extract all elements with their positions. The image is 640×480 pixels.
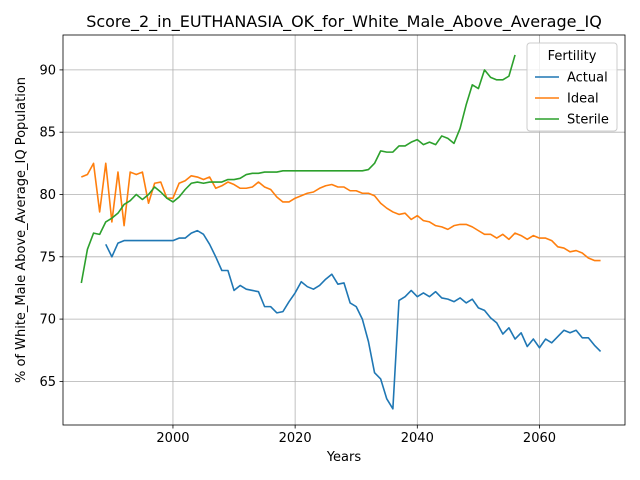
legend-label-ideal: Ideal <box>567 92 599 107</box>
legend: Fertility Actual Ideal Sterile <box>526 42 618 132</box>
axis-ticks: 2000 2020 2040 2060 65 70 75 80 85 90 <box>39 63 556 446</box>
x-axis-label: Years <box>326 450 362 465</box>
y-tick-label: 70 <box>39 313 56 328</box>
x-tick-label: 2060 <box>523 431 556 446</box>
y-axis-label: % of White_Male Above_Average_IQ Populat… <box>14 77 29 383</box>
plot-area-frame <box>62 34 626 426</box>
x-tick-label: 2040 <box>401 431 434 446</box>
y-tick-label: 85 <box>39 126 56 141</box>
legend-label-sterile: Sterile <box>567 113 609 128</box>
y-tick-label: 75 <box>39 250 56 265</box>
series-line-sterile <box>80 54 516 284</box>
x-tick-label: 2020 <box>279 431 312 446</box>
y-tick-label: 80 <box>39 188 56 203</box>
series-lines <box>80 54 602 410</box>
legend-box <box>526 42 618 132</box>
y-tick-label: 90 <box>39 63 56 78</box>
x-tick-label: 2000 <box>156 431 189 446</box>
y-tick-label: 65 <box>39 375 56 390</box>
legend-title: Fertility <box>548 49 597 64</box>
legend-label-actual: Actual <box>567 71 608 86</box>
chart-title: Score_2_in_EUTHANASIA_OK_for_White_Male_… <box>86 12 602 32</box>
series-line-actual <box>105 229 602 410</box>
